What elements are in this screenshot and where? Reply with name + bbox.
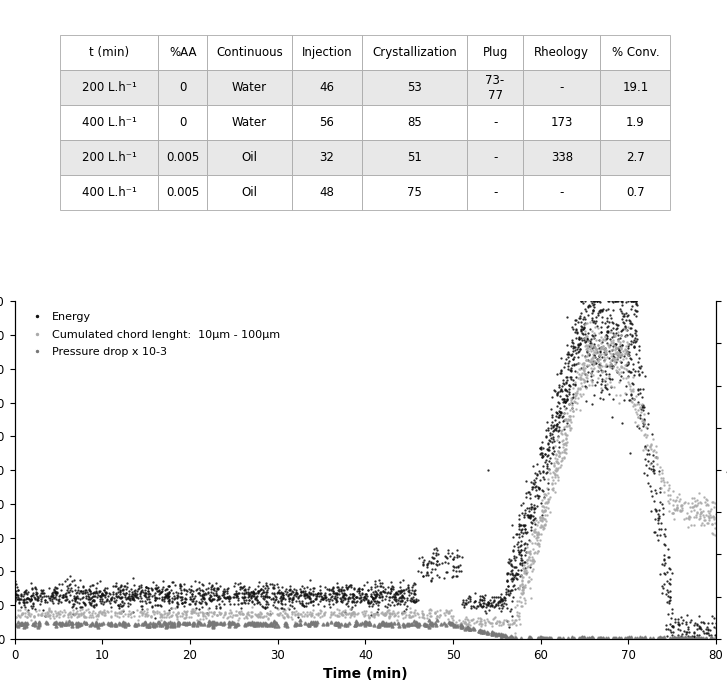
- Pressure drop x 10-3: [140, 619, 148, 627]
- Cumulated chord lenght:  10μm - 100μm: (57, 75.8): 10μm - 100μm: (57, 75.8): [510, 631, 519, 640]
- Energy: [577, 297, 585, 305]
- Cumulated chord lenght:  10μm - 100μm: (80, 2.96e+03): 10μm - 100μm: (80, 2.96e+03): [712, 510, 720, 518]
- Pressure drop x 10-3: [508, 635, 517, 643]
- X-axis label: Time (min): Time (min): [323, 667, 408, 682]
- Legend: Energy, Cumulated chord lenght:  10μm - 100μm, Pressure drop x 10-3: Energy, Cumulated chord lenght: 10μm - 1…: [20, 307, 286, 362]
- Cumulated chord lenght:  10μm - 100μm: (65.7, 7.51e+03): 10μm - 100μm: (65.7, 7.51e+03): [586, 318, 595, 326]
- Energy: [386, 578, 395, 586]
- Cumulated chord lenght:  10μm - 100μm: (65.3, 6.95e+03): 10μm - 100μm: (65.3, 6.95e+03): [583, 341, 592, 350]
- Line: Pressure drop x 10-3: Pressure drop x 10-3: [14, 618, 717, 640]
- Pressure drop x 10-3: [433, 616, 441, 624]
- Energy: [10, 591, 19, 599]
- Pressure drop x 10-3: [11, 621, 20, 629]
- Pressure drop x 10-3: [427, 621, 436, 629]
- Energy: [504, 635, 513, 643]
- Energy: [622, 390, 630, 398]
- Energy: [712, 619, 720, 627]
- Line: Cumulated chord lenght:  10μm - 100μm: Cumulated chord lenght: 10μm - 100μm: [15, 321, 717, 637]
- Pressure drop x 10-3: [506, 633, 515, 642]
- Cumulated chord lenght:  10μm - 100μm: (16.6, 513): 10μm - 100μm: (16.6, 513): [156, 613, 164, 622]
- Energy: [411, 597, 420, 605]
- Pressure drop x 10-3: [151, 621, 160, 629]
- Energy: [566, 351, 575, 359]
- Cumulated chord lenght:  10μm - 100μm: (77.8, 3.17e+03): 10μm - 100μm: (77.8, 3.17e+03): [693, 501, 702, 509]
- Cumulated chord lenght:  10μm - 100μm: (77.1, 3.13e+03): 10μm - 100μm: (77.1, 3.13e+03): [686, 503, 695, 511]
- Energy: [265, 594, 273, 602]
- Cumulated chord lenght:  10μm - 100μm: (42.9, 609): 10μm - 100μm: (42.9, 609): [386, 609, 395, 618]
- Cumulated chord lenght:  10μm - 100μm: (0.149, 512): 10μm - 100μm: (0.149, 512): [12, 613, 20, 622]
- Pressure drop x 10-3: [675, 633, 683, 642]
- Cumulated chord lenght:  10μm - 100μm: (78.7, 3.24e+03): 10μm - 100μm: (78.7, 3.24e+03): [700, 498, 709, 506]
- Pressure drop x 10-3: [296, 620, 305, 629]
- Pressure drop x 10-3: [711, 634, 720, 642]
- Line: Energy: Energy: [14, 300, 717, 640]
- Energy: [410, 589, 419, 598]
